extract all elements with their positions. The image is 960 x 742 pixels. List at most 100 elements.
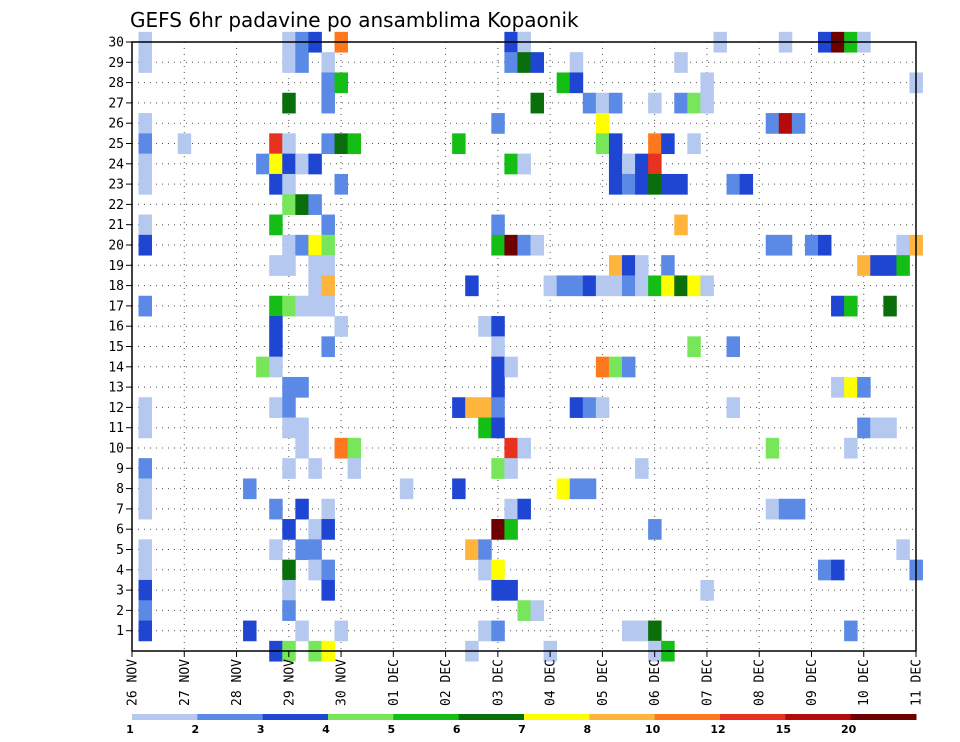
heatmap-cell — [608, 275, 623, 297]
heatmap-cell — [700, 275, 714, 297]
heatmap-cell — [491, 356, 505, 378]
heatmap-cell — [857, 255, 871, 276]
legend-label: 5 — [388, 723, 396, 736]
x-tick-label: 08 DEC — [753, 659, 768, 706]
heatmap-cell — [269, 295, 283, 317]
heatmap-cell — [138, 458, 152, 479]
heatmap-cell — [857, 376, 871, 398]
heatmap-cell — [321, 234, 335, 256]
heatmap-cell — [726, 397, 740, 418]
heatmap-cell — [517, 153, 531, 175]
legend-swatch — [197, 714, 264, 720]
heatmap-cell — [582, 275, 597, 297]
heatmap-cell — [138, 214, 152, 236]
heatmap-cell — [269, 214, 283, 236]
x-tick-label: 29 NOV — [282, 659, 297, 706]
heatmap-cell — [334, 316, 348, 337]
heatmap-cell — [321, 559, 335, 581]
heatmap-cell — [635, 458, 649, 479]
heatmap-cell — [138, 498, 152, 520]
y-tick-label: 28 — [108, 76, 124, 91]
heatmap-cell — [138, 397, 152, 418]
y-tick-label: 1 — [116, 624, 124, 639]
y-tick-label: 4 — [116, 563, 124, 578]
legend-label: 4 — [322, 723, 330, 736]
heatmap-cell — [295, 295, 309, 317]
heatmap-cell — [321, 579, 335, 601]
y-tick-label: 20 — [108, 239, 124, 254]
heatmap-cell — [765, 113, 780, 134]
heatmap-cell — [282, 52, 296, 73]
heatmap-cell — [635, 173, 649, 195]
heatmap-cell — [321, 519, 335, 540]
heatmap-cell — [282, 295, 296, 317]
heatmap-cell — [608, 255, 623, 276]
heatmap-cell — [491, 620, 505, 642]
heatmap-cell — [478, 397, 492, 418]
y-tick-label: 29 — [108, 56, 124, 71]
legend-swatch — [393, 714, 460, 720]
heatmap-cell — [321, 72, 335, 94]
heatmap-cell — [687, 133, 701, 155]
heatmap-cell — [622, 173, 636, 195]
heatmap-cell — [478, 539, 492, 561]
heatmap-cell — [661, 275, 675, 297]
heatmap-cell — [569, 52, 584, 73]
heatmap-cell — [765, 234, 780, 256]
legend-swatch — [785, 714, 852, 720]
heatmap-cell — [334, 437, 348, 459]
heatmap-cell — [504, 519, 518, 540]
legend-label: 20 — [841, 723, 857, 736]
heatmap-cell — [321, 255, 335, 276]
y-tick-label: 26 — [108, 117, 124, 132]
y-tick-label: 27 — [108, 96, 124, 111]
heatmap-cell — [569, 397, 584, 418]
heatmap-cell — [308, 458, 322, 479]
x-tick-label: 27 NOV — [178, 659, 193, 706]
heatmap-cell — [138, 539, 152, 561]
heatmap-cell — [622, 255, 636, 276]
y-tick-label: 16 — [108, 320, 124, 335]
heatmap-cell — [452, 478, 466, 500]
heatmap-cell — [739, 173, 754, 195]
legend-swatch — [850, 714, 917, 720]
heatmap-cell — [582, 397, 597, 418]
heatmap-cell — [321, 92, 335, 114]
y-tick-label: 25 — [108, 137, 124, 152]
heatmap-cell — [334, 72, 348, 94]
heatmap-cell — [243, 620, 257, 642]
heatmap-cell — [622, 620, 636, 642]
y-tick-label: 14 — [108, 360, 124, 375]
heatmap-cell — [478, 417, 492, 439]
heatmap-cell — [347, 133, 362, 155]
x-tick-label: 26 NOV — [126, 659, 141, 706]
legend-label: 8 — [584, 723, 592, 736]
heatmap-cell — [256, 153, 270, 175]
heatmap-cell — [269, 133, 283, 155]
heatmap-cell — [282, 458, 296, 479]
heatmap-cell — [243, 478, 257, 500]
heatmap-cell — [177, 133, 192, 155]
heatmap-cell — [465, 397, 479, 418]
y-tick-label: 22 — [108, 198, 124, 213]
heatmap-cell — [831, 295, 845, 317]
heatmap-cell — [491, 214, 505, 236]
heatmap-cell — [282, 519, 296, 540]
heatmap-cell — [295, 620, 309, 642]
heatmap-cell — [282, 92, 296, 114]
heatmap-cell — [295, 153, 309, 175]
heatmap-cell — [818, 559, 832, 581]
legend-label: 12 — [710, 723, 725, 736]
heatmap-cell — [478, 559, 492, 581]
heatmap-cell — [648, 173, 662, 195]
heatmap-cell — [661, 133, 675, 155]
heatmap-cell — [582, 92, 597, 114]
heatmap-cell — [870, 255, 884, 276]
heatmap-cell — [504, 153, 518, 175]
heatmap-cell — [138, 417, 152, 439]
heatmap-cell — [726, 336, 740, 358]
heatmap-cell — [883, 295, 897, 317]
heatmap-cell — [282, 133, 296, 155]
heatmap-cell — [765, 498, 780, 520]
heatmap-cell — [844, 295, 858, 317]
